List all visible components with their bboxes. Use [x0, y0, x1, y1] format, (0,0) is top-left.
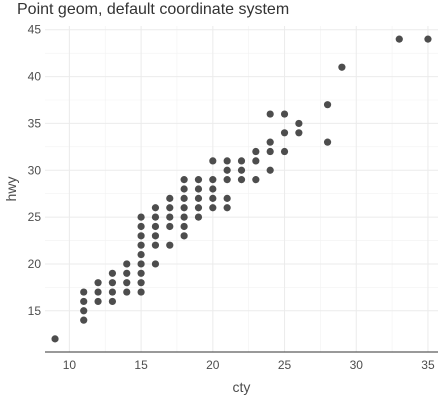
data-point — [151, 213, 160, 221]
data-point — [137, 241, 145, 249]
data-point — [94, 279, 102, 287]
data-point — [166, 194, 174, 202]
data-point — [137, 260, 145, 268]
data-point — [137, 232, 145, 240]
data-point — [151, 260, 160, 268]
data-point — [166, 241, 174, 249]
data-point — [280, 129, 289, 137]
x-tick-label: 35 — [421, 358, 435, 372]
data-point — [108, 269, 117, 277]
data-point — [166, 222, 174, 231]
data-point — [223, 157, 231, 165]
data-point — [180, 222, 188, 231]
data-point — [266, 110, 274, 118]
data-point — [209, 194, 217, 202]
x-tick-label: 30 — [350, 358, 364, 372]
data-point — [151, 222, 160, 231]
data-point — [137, 213, 145, 221]
data-point — [166, 204, 174, 212]
y-tick-label: 25 — [28, 210, 42, 224]
data-point — [237, 176, 246, 184]
data-points — [51, 35, 432, 343]
data-point — [266, 147, 274, 156]
data-point — [194, 185, 203, 193]
data-point — [80, 307, 88, 315]
y-tick-label: 40 — [28, 70, 42, 84]
data-point — [266, 166, 274, 174]
data-point — [123, 260, 131, 268]
data-point — [166, 213, 174, 221]
data-point — [180, 232, 188, 240]
data-point — [323, 138, 332, 146]
data-point — [223, 204, 231, 212]
data-point — [123, 288, 131, 296]
x-tick-label: 10 — [63, 358, 77, 372]
data-point — [180, 185, 188, 193]
y-tick-label: 35 — [28, 116, 42, 130]
data-point — [94, 297, 102, 306]
data-point — [123, 269, 131, 277]
grid-lines — [45, 26, 438, 352]
data-point — [80, 288, 88, 296]
data-point — [108, 288, 117, 296]
data-point — [80, 297, 88, 306]
data-point — [209, 176, 217, 184]
data-point — [80, 316, 88, 324]
data-point — [323, 101, 332, 109]
data-point — [123, 279, 131, 287]
data-point — [194, 176, 203, 184]
data-point — [209, 204, 217, 212]
data-point — [137, 250, 145, 259]
chart-title: Point geom, default coordinate system — [17, 1, 290, 18]
data-point — [180, 176, 188, 184]
data-point — [137, 279, 145, 287]
data-point — [280, 110, 289, 118]
data-point — [180, 204, 188, 212]
y-tick-label: 30 — [28, 163, 42, 177]
data-point — [108, 297, 117, 306]
data-point — [151, 232, 160, 240]
data-point — [108, 279, 117, 287]
data-point — [424, 35, 432, 43]
data-point — [194, 194, 203, 202]
data-point — [137, 222, 145, 231]
data-point — [252, 147, 260, 156]
x-axis-title: cty — [233, 379, 251, 395]
data-point — [137, 288, 145, 296]
data-point — [295, 129, 303, 137]
data-point — [237, 166, 246, 174]
x-tick-label: 20 — [206, 358, 220, 372]
data-point — [194, 213, 203, 221]
data-point — [266, 138, 274, 146]
data-point — [252, 157, 260, 165]
x-tick-label: 15 — [134, 358, 148, 372]
data-point — [280, 147, 289, 156]
y-axis-title: hwy — [3, 177, 19, 202]
data-point — [137, 269, 145, 277]
y-tick-label: 45 — [28, 23, 42, 37]
data-point — [209, 185, 217, 193]
y-tick-label: 20 — [28, 257, 42, 271]
x-tick-label: 25 — [278, 358, 292, 372]
data-point — [94, 288, 102, 296]
data-point — [237, 157, 246, 165]
data-point — [295, 119, 303, 128]
data-point — [252, 176, 260, 184]
data-point — [180, 213, 188, 221]
data-point — [223, 176, 231, 184]
data-point — [223, 166, 231, 174]
data-point — [223, 194, 231, 202]
data-point — [209, 157, 217, 165]
axis-labels: 10 15 20 25 30 35 15 20 25 30 35 40 45 cty hwy — [3, 23, 435, 395]
data-point — [194, 204, 203, 212]
data-point — [180, 194, 188, 202]
data-point — [395, 35, 403, 43]
data-point — [51, 335, 59, 343]
data-point — [151, 241, 160, 249]
data-point — [151, 204, 160, 212]
y-tick-label: 15 — [28, 304, 42, 318]
data-point — [338, 63, 346, 71]
